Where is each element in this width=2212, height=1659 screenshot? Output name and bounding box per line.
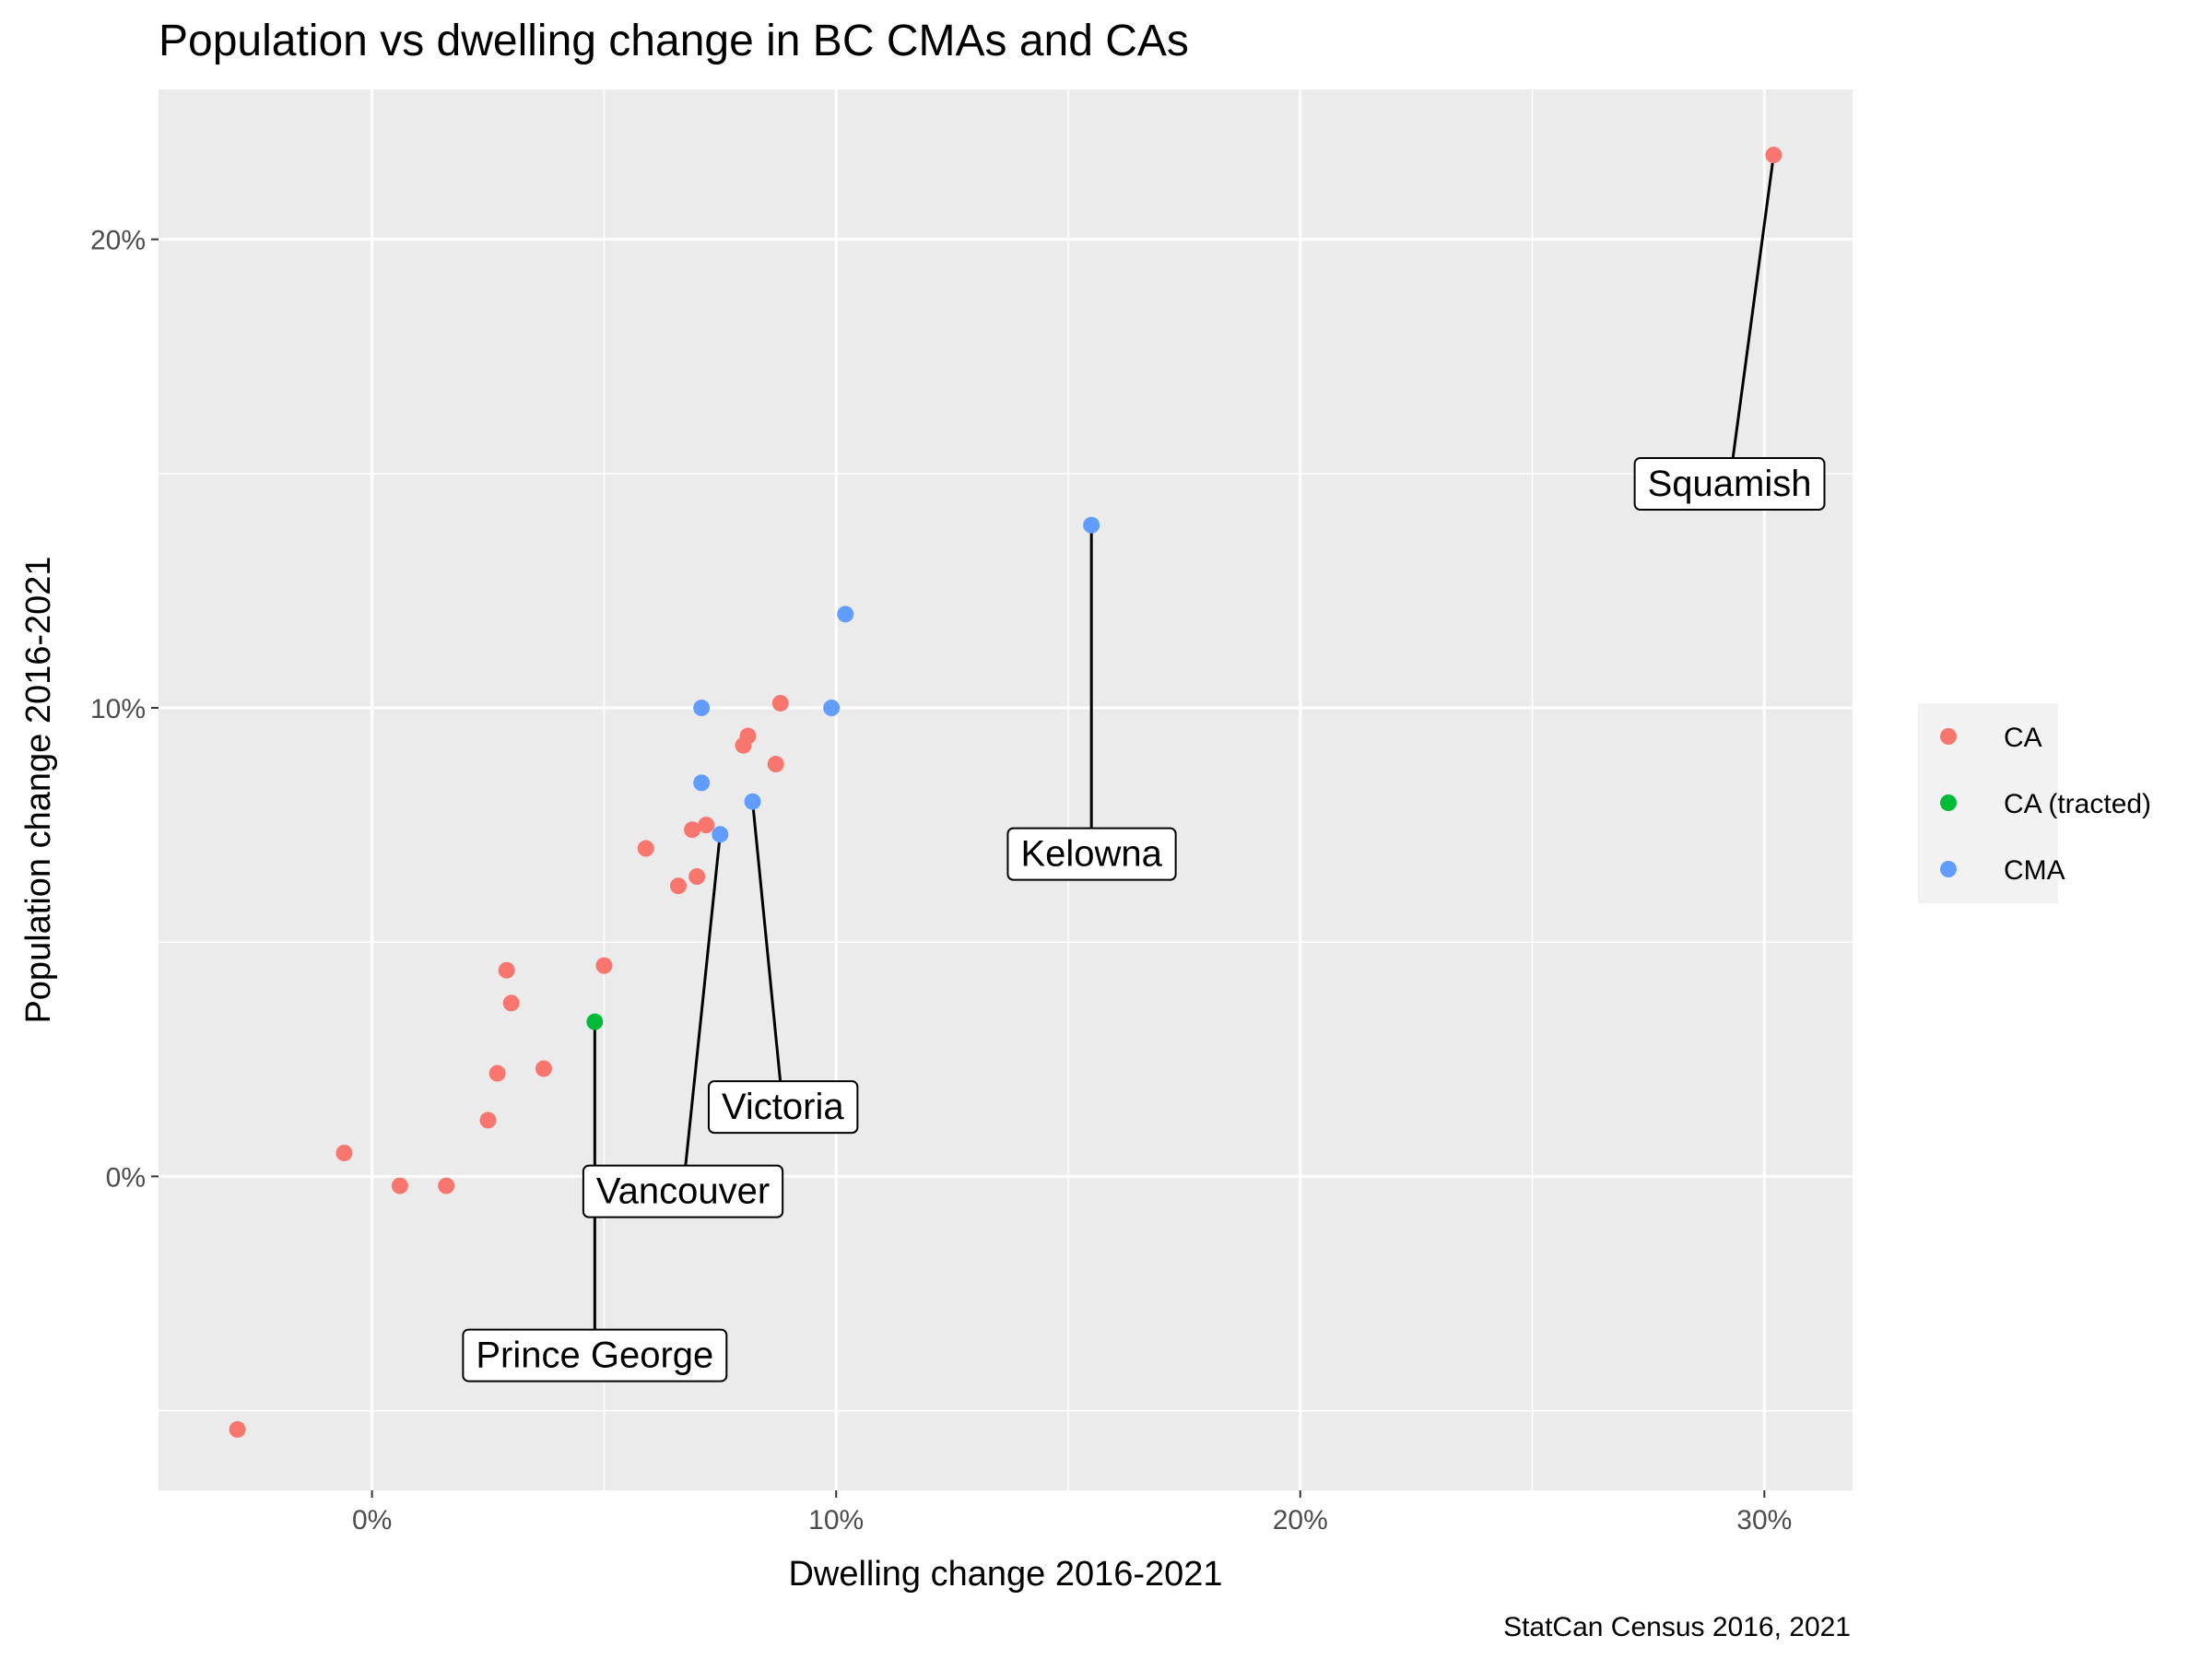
data-point xyxy=(479,1112,497,1129)
data-points xyxy=(229,147,1783,1438)
annotation-label-box xyxy=(1006,827,1177,881)
data-point xyxy=(767,756,784,773)
annotation-label-box xyxy=(1633,457,1826,512)
legend-label-ca-tracted: CA (tracted) xyxy=(2004,789,2151,819)
data-point xyxy=(502,994,520,1012)
x-tick-label: 0% xyxy=(352,1505,392,1535)
annotation-leader-line xyxy=(1728,154,1775,484)
data-point xyxy=(739,727,757,745)
annotation-label-text: Kelowna xyxy=(1020,834,1162,875)
legend-key-ca-tracted xyxy=(1940,794,1957,811)
data-point xyxy=(391,1177,408,1194)
data-point xyxy=(595,957,613,974)
annotation-label: Vancouver xyxy=(582,1164,784,1218)
annotation-label: Victoria xyxy=(707,1080,859,1135)
legend-key-ca xyxy=(1940,728,1957,745)
annotation-label-box xyxy=(462,1328,728,1382)
annotation-label: Prince George xyxy=(462,1328,728,1382)
axis-ticks: 0% 10% 20% 30% 0% 10% 20% xyxy=(90,226,1792,1535)
annotation-leader-line xyxy=(681,834,722,1191)
y-tick-label: 0% xyxy=(106,1162,146,1193)
data-point xyxy=(698,817,715,834)
annotation-label-text: Squamish xyxy=(1648,464,1812,504)
annotation-label-box xyxy=(707,1080,859,1135)
grid-lines xyxy=(159,89,1853,1490)
data-point xyxy=(229,1420,246,1438)
plot-panel xyxy=(159,89,1853,1490)
legend-key-cma xyxy=(1940,861,1957,877)
y-tick-label: 20% xyxy=(90,226,146,256)
data-point xyxy=(712,826,729,843)
legend-label-ca: CA xyxy=(2004,723,2042,753)
data-point xyxy=(688,868,706,886)
data-point xyxy=(1765,147,1783,164)
annotation-label-text: Prince George xyxy=(476,1335,713,1376)
chart-caption: StatCan Census 2016, 2021 xyxy=(1503,1612,1851,1642)
annotation-labels: Squamish Kelowna Victoria Vancouver Prince G… xyxy=(462,457,1826,1382)
data-point xyxy=(488,1065,506,1082)
data-point xyxy=(823,700,841,717)
data-point xyxy=(637,840,654,857)
data-point xyxy=(771,694,789,712)
x-axis-title: Dwelling change 2016-2021 xyxy=(788,1555,1222,1594)
annotation-label: Kelowna xyxy=(1006,827,1177,881)
y-tick-label: 10% xyxy=(90,694,146,724)
annotation-leader-line xyxy=(751,801,784,1107)
data-point xyxy=(335,1144,353,1161)
legend: CA CA (tracted) CMA xyxy=(1918,703,2151,903)
data-point xyxy=(535,1060,552,1077)
annotation-label-text: Victoria xyxy=(722,1087,844,1127)
annotation-label-box xyxy=(582,1164,784,1218)
y-axis-title: Population change 2016-2021 xyxy=(19,556,58,1023)
data-point xyxy=(837,606,854,623)
x-tick-label: 20% xyxy=(1273,1505,1328,1535)
data-point xyxy=(669,877,687,895)
data-point xyxy=(693,774,711,792)
data-point xyxy=(438,1177,455,1194)
legend-label-cma: CMA xyxy=(2004,855,2065,886)
data-point xyxy=(498,961,515,979)
x-tick-label: 10% xyxy=(808,1505,864,1535)
data-point xyxy=(744,793,761,810)
chart-title: Population vs dwelling change in BC CMAs… xyxy=(159,17,1189,65)
data-point xyxy=(684,821,701,839)
annotation-label-text: Vancouver xyxy=(596,1171,770,1212)
annotation-label: Squamish xyxy=(1633,457,1826,512)
x-tick-label: 30% xyxy=(1736,1505,1792,1535)
data-point xyxy=(693,700,711,717)
data-point xyxy=(586,1013,604,1030)
data-point xyxy=(1083,516,1100,534)
